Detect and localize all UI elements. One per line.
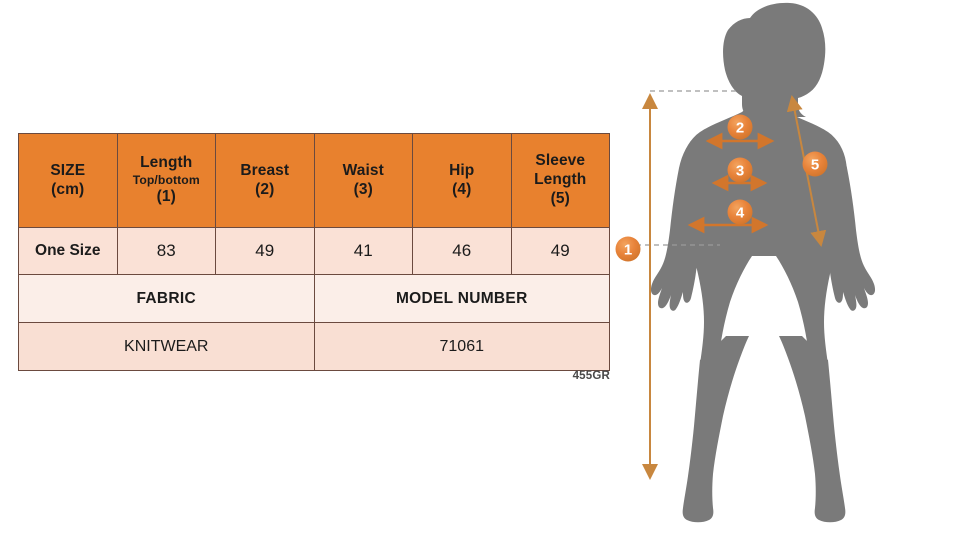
model-number-value: 71061 <box>313 322 610 371</box>
fabric-value: KNITWEAR <box>18 322 315 371</box>
header-cell-length: Length Top/bottom (1) <box>116 133 216 228</box>
cell-waist-value: 41 <box>313 227 413 275</box>
cell-hip-value: 46 <box>412 227 512 275</box>
table-header-row: SIZE (cm) Length Top/bottom (1) Breast (… <box>18 133 610 228</box>
header-paren: (4) <box>452 181 472 199</box>
header-cell-size: SIZE (cm) <box>18 133 118 228</box>
marker-badge-5: 5 <box>802 151 828 177</box>
row-label-one-size: One Size <box>18 227 118 275</box>
header-paren: (1) <box>156 188 176 206</box>
marker-badge-3: 3 <box>727 157 753 183</box>
marker-badge-1: 1 <box>615 236 641 262</box>
fabric-model-value-row: KNITWEAR 71061 <box>18 322 610 371</box>
header-paren: (5) <box>550 190 570 208</box>
header-main: SIZE <box>50 161 86 179</box>
header-main: Hip <box>449 161 475 179</box>
header-paren: (2) <box>255 181 275 199</box>
marker-badge-3-label: 3 <box>736 163 744 180</box>
weight-note: 455GR <box>572 370 610 382</box>
header-main: Length <box>140 154 193 172</box>
marker-badge-4-label: 4 <box>736 205 745 222</box>
header-main: Waist <box>342 161 384 179</box>
size-table: SIZE (cm) Length Top/bottom (1) Breast (… <box>18 133 610 371</box>
cell-length-value: 83 <box>116 227 216 275</box>
fabric-model-header-row: FABRIC MODEL NUMBER <box>18 274 610 323</box>
header-paren: (3) <box>353 181 373 199</box>
marker-badge-5-label: 5 <box>811 157 819 174</box>
header-sub: Top/bottom <box>132 172 200 187</box>
header-cell-waist: Waist (3) <box>313 133 413 228</box>
marker-badge-1-label: 1 <box>624 242 632 259</box>
header-main: Sleeve Length <box>534 152 587 188</box>
table-row: One Size 83 49 41 46 49 <box>18 227 610 275</box>
female-silhouette-icon <box>650 2 876 523</box>
marker-badge-2: 2 <box>727 114 753 140</box>
marker-badge-2-label: 2 <box>736 120 744 137</box>
header-paren: (cm) <box>51 181 85 199</box>
header-cell-hip: Hip (4) <box>412 133 512 228</box>
fabric-header: FABRIC <box>18 274 315 323</box>
cell-sleeve-length-value: 49 <box>510 227 610 275</box>
header-cell-sleeve-length: Sleeve Length (5) <box>510 133 610 228</box>
header-main: Breast <box>240 161 290 179</box>
measurement-diagram: 1 2 3 4 5 <box>600 0 960 536</box>
header-cell-breast: Breast (2) <box>215 133 315 228</box>
marker-badge-4: 4 <box>727 199 753 225</box>
model-number-header: MODEL NUMBER <box>313 274 610 323</box>
cell-breast-value: 49 <box>215 227 315 275</box>
